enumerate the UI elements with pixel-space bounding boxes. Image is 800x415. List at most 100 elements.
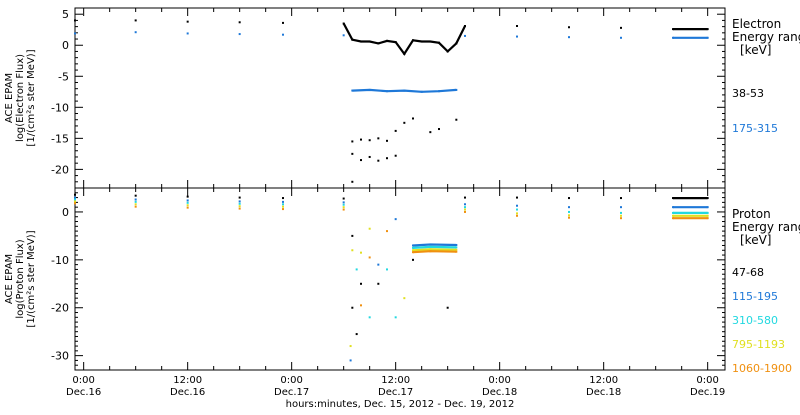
data-point <box>394 41 397 44</box>
data-point <box>186 206 189 209</box>
gap-point <box>351 152 354 155</box>
gap-point <box>394 316 397 319</box>
data-point <box>455 243 458 246</box>
data-point <box>455 88 458 91</box>
gap-point <box>355 333 358 336</box>
gap-point <box>351 306 354 309</box>
data-point <box>403 52 406 55</box>
y-axis-label: ACE EPAM <box>4 254 15 304</box>
y-tick-label: -10 <box>51 254 69 267</box>
y-tick-label: -10 <box>51 101 69 114</box>
gap-point <box>368 256 371 259</box>
data-point <box>516 214 518 217</box>
gap-point <box>394 129 397 132</box>
y-tick-label: -15 <box>51 132 69 145</box>
gap-point <box>351 249 354 252</box>
data-point <box>360 40 362 43</box>
data-point <box>455 246 458 249</box>
data-point <box>134 205 137 208</box>
data-point <box>620 36 622 39</box>
y-tick-label: -20 <box>51 302 69 315</box>
plot-frame <box>74 7 726 189</box>
gap-point <box>394 218 397 221</box>
data-point <box>74 32 76 35</box>
data-point <box>74 202 76 205</box>
data-point <box>74 198 76 201</box>
gap-point <box>403 121 406 124</box>
data-point <box>706 211 709 214</box>
data-point <box>238 33 241 36</box>
data-point <box>706 36 709 39</box>
data-point <box>412 251 414 254</box>
legend-item: 47-68 <box>732 266 764 279</box>
legend-item: 115-195 <box>732 290 778 303</box>
gap-point <box>455 118 458 121</box>
data-point <box>282 208 284 211</box>
data-point <box>706 206 709 209</box>
y-tick-label: 0 <box>62 39 69 52</box>
x-tick-label: 12:00 <box>589 375 618 386</box>
data-point <box>672 28 674 31</box>
gap-point <box>360 251 362 254</box>
data-point <box>238 207 241 210</box>
data-point <box>464 34 466 37</box>
data-point <box>420 40 423 43</box>
gap-point <box>438 128 440 131</box>
data-point <box>429 243 432 246</box>
data-point <box>351 89 354 92</box>
data-point <box>342 22 345 25</box>
data-point <box>429 245 432 248</box>
legend-item: 175-315 <box>732 122 778 135</box>
data-point <box>464 208 466 211</box>
gap-point <box>351 140 354 143</box>
gap-point <box>377 263 380 266</box>
plot-frame <box>74 187 726 371</box>
data-point <box>672 36 674 39</box>
x-tick-label: 12:00 <box>173 375 202 386</box>
x-tick-label: 0:00 <box>488 375 510 386</box>
x-tick-date: Dec.19 <box>690 387 725 398</box>
y-axis-label: log(Proton Flux) <box>15 239 26 318</box>
data-point <box>568 36 570 39</box>
legend-title: Proton <box>732 207 771 221</box>
series-38-53 <box>342 22 708 56</box>
data-point <box>74 19 76 22</box>
data-point <box>342 34 345 37</box>
data-point <box>342 206 345 209</box>
data-point <box>455 248 458 251</box>
legend-item: 795-1193 <box>732 338 785 351</box>
x-tick-label: 0:00 <box>696 375 718 386</box>
x-axis: 0:00Dec.1612:00Dec.160:00Dec.1712:00Dec.… <box>66 8 725 410</box>
y-tick-label: -30 <box>51 350 69 363</box>
x-tick-date: Dec.16 <box>170 387 205 398</box>
data-point <box>282 205 284 208</box>
data-point <box>568 216 570 219</box>
gap-point <box>360 159 362 162</box>
data-point <box>672 206 674 209</box>
x-tick-label: 12:00 <box>381 375 410 386</box>
data-point <box>464 25 466 27</box>
data-point <box>516 196 518 199</box>
gap-point <box>386 268 388 271</box>
data-point <box>455 250 458 253</box>
legend-item: 1060-1900 <box>732 362 792 375</box>
y-axis-label: ACE EPAM <box>4 73 15 123</box>
data-point <box>412 249 414 252</box>
data-point <box>620 206 622 209</box>
gap-point <box>429 131 432 134</box>
legend-title: Electron <box>732 17 781 31</box>
panel-2: 0 -10 -20 -30 ACE EPAM log(Proton Flux) [1/(cm… <box>4 187 800 375</box>
series-175-315 <box>352 36 708 93</box>
gap-point <box>368 227 371 230</box>
gap-point <box>368 316 371 319</box>
data-point <box>74 193 76 196</box>
data-point <box>238 205 241 208</box>
data-point <box>412 39 414 42</box>
gap-point <box>351 180 354 183</box>
data-point <box>455 42 458 45</box>
y-tick-label: 5 <box>62 8 69 21</box>
data-point <box>620 26 622 29</box>
gap-point <box>368 139 371 142</box>
data-point <box>438 90 440 93</box>
